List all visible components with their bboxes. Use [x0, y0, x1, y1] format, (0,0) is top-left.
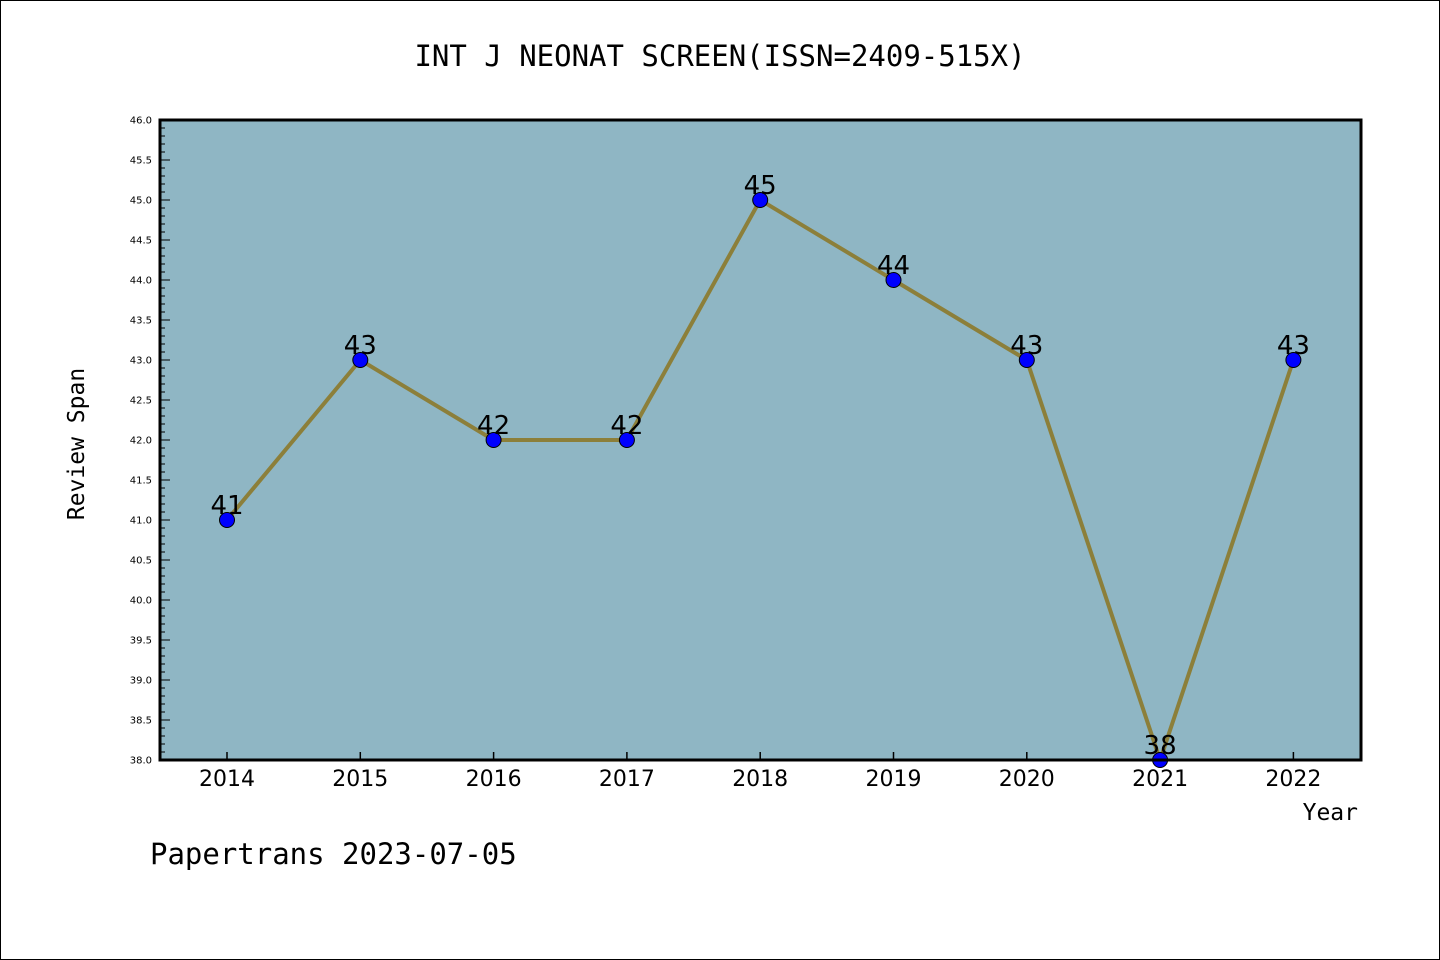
- data-labels: 41 43 42 42 45 44 43 38 43: [210, 171, 1309, 761]
- x-tick-label: 2022: [1265, 767, 1321, 792]
- chart-title: INT J NEONAT SCREEN(ISSN=2409-515X): [414, 39, 1025, 73]
- x-tick-label: 2017: [599, 767, 655, 792]
- y-tick-label: 39.0: [130, 676, 152, 687]
- y-tick-label: 39.5: [130, 636, 152, 647]
- data-label: 38: [1144, 731, 1177, 761]
- y-tick-label: 43.0: [130, 356, 152, 367]
- x-tick-label: 2016: [466, 767, 522, 792]
- x-tick-label: 2018: [732, 767, 788, 792]
- y-tick-label: 38.0: [130, 756, 152, 767]
- x-tick-label: 2019: [866, 767, 922, 792]
- x-tick-label: 2020: [999, 767, 1055, 792]
- series-markers: [219, 192, 1302, 768]
- data-point: [485, 432, 502, 448]
- data-point: [752, 192, 769, 208]
- data-label: 43: [344, 331, 377, 361]
- footer-credit: Papertrans 2023-07-05: [150, 837, 517, 871]
- data-label: 45: [744, 171, 777, 201]
- data-point: [618, 432, 635, 448]
- y-tick-label: 41.5: [130, 476, 152, 487]
- data-label: 43: [1277, 331, 1310, 361]
- y-tick-label: 43.5: [130, 316, 152, 327]
- data-point: [219, 512, 235, 528]
- y-tick-label: 44.0: [130, 276, 152, 287]
- y-tick-label: 45.0: [130, 196, 152, 207]
- y-tick-label: 46.0: [130, 116, 152, 127]
- data-label: 44: [877, 251, 910, 281]
- plot-area: [160, 120, 1361, 760]
- data-point: [1285, 352, 1302, 368]
- y-tick-label: 40.0: [130, 596, 152, 607]
- y-tick-label: 44.5: [130, 236, 152, 247]
- y-tick-label: 40.5: [130, 556, 152, 567]
- data-label: 42: [610, 411, 643, 441]
- y-tick-label: 42.5: [130, 396, 152, 407]
- data-label: 43: [1010, 331, 1043, 361]
- y-tick-label: 45.5: [130, 156, 152, 167]
- y-tick-label: 38.5: [130, 716, 152, 727]
- x-tick-label: 2021: [1132, 767, 1188, 792]
- data-point: [1018, 352, 1035, 368]
- data-label: 41: [210, 491, 243, 521]
- x-tick-label: 2014: [199, 767, 255, 792]
- y-tick-label: 42.0: [130, 436, 152, 447]
- data-point: [885, 272, 902, 288]
- x-axis-label: Year: [1303, 800, 1358, 826]
- y-tick-label: 41.0: [130, 516, 152, 527]
- plot-border: [158, 118, 1363, 762]
- x-tick-label: 2015: [332, 767, 388, 792]
- data-label: 42: [477, 411, 510, 441]
- y-axis-label: Review Span: [64, 368, 90, 520]
- data-point: [352, 352, 369, 368]
